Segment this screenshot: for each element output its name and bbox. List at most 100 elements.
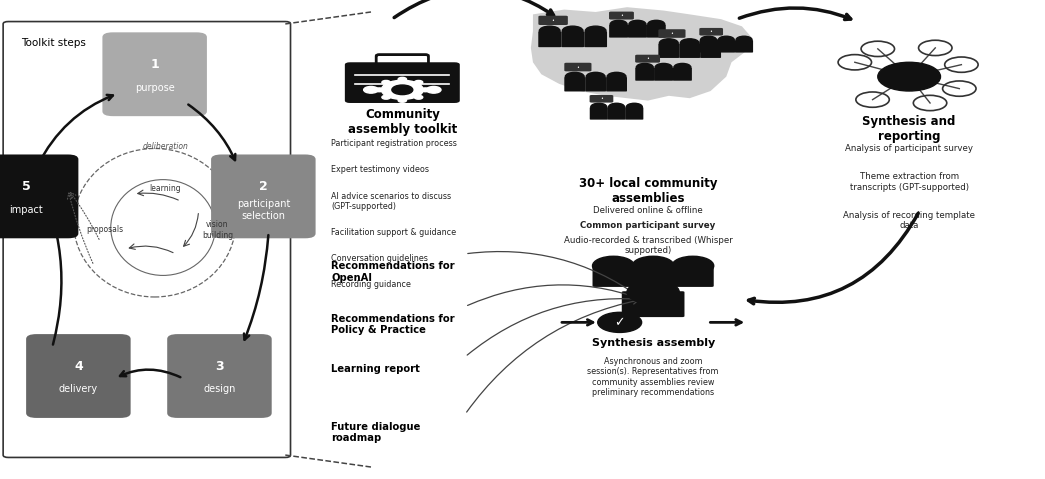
FancyBboxPatch shape: [564, 77, 585, 91]
Text: participant
selection: participant selection: [236, 199, 291, 221]
Circle shape: [598, 312, 642, 332]
Circle shape: [610, 20, 627, 28]
FancyBboxPatch shape: [632, 266, 674, 287]
Circle shape: [398, 99, 407, 103]
FancyBboxPatch shape: [658, 29, 686, 38]
Text: Analysis of recording template
data: Analysis of recording template data: [843, 211, 975, 230]
Circle shape: [585, 26, 606, 35]
Text: Analysis of participant survey: Analysis of participant survey: [845, 144, 973, 153]
FancyBboxPatch shape: [167, 334, 272, 418]
Text: Facilitation support & guidance: Facilitation support & guidance: [331, 228, 457, 237]
Text: •: •: [620, 13, 623, 18]
Text: purpose: purpose: [135, 83, 175, 92]
Circle shape: [718, 36, 735, 44]
Text: Audio-recorded & transcribed (Whisper
supported): Audio-recorded & transcribed (Whisper su…: [563, 236, 733, 255]
FancyBboxPatch shape: [609, 11, 634, 20]
Text: Conversation guidelines: Conversation guidelines: [331, 254, 428, 263]
Text: Synthesis and
reporting: Synthesis and reporting: [862, 115, 956, 143]
FancyBboxPatch shape: [589, 95, 613, 103]
FancyBboxPatch shape: [607, 107, 626, 120]
Text: Theme extraction from
transcripts (GPT-supported): Theme extraction from transcripts (GPT-s…: [850, 172, 969, 192]
Circle shape: [636, 63, 653, 71]
Text: 2: 2: [259, 180, 268, 194]
FancyBboxPatch shape: [700, 44, 721, 58]
FancyBboxPatch shape: [735, 40, 753, 53]
Circle shape: [381, 80, 423, 100]
FancyBboxPatch shape: [0, 155, 78, 239]
Circle shape: [381, 95, 390, 99]
FancyBboxPatch shape: [717, 40, 736, 53]
Polygon shape: [531, 7, 752, 101]
Circle shape: [421, 88, 429, 92]
Text: Expert testimony videos: Expert testimony videos: [331, 165, 429, 174]
FancyBboxPatch shape: [589, 107, 608, 120]
Text: Learning report: Learning report: [331, 364, 420, 374]
Text: •: •: [671, 31, 673, 36]
FancyBboxPatch shape: [3, 22, 291, 457]
Text: 30+ local community
assemblies: 30+ local community assemblies: [579, 177, 717, 205]
FancyBboxPatch shape: [658, 44, 679, 58]
Circle shape: [392, 85, 413, 95]
Circle shape: [415, 80, 423, 84]
Circle shape: [381, 80, 390, 84]
Text: •: •: [646, 56, 649, 61]
Circle shape: [659, 39, 678, 47]
Text: 4: 4: [74, 360, 83, 373]
Text: Community
assembly toolkit: Community assembly toolkit: [348, 108, 457, 136]
FancyBboxPatch shape: [609, 24, 628, 38]
Text: Recording guidance: Recording guidance: [331, 280, 411, 289]
Text: impact: impact: [9, 205, 43, 215]
FancyBboxPatch shape: [699, 40, 718, 53]
Text: Common participant survey: Common participant survey: [580, 221, 716, 230]
Text: •: •: [600, 96, 603, 101]
Text: delivery: delivery: [59, 385, 98, 394]
Circle shape: [375, 88, 384, 92]
Circle shape: [648, 20, 665, 28]
FancyBboxPatch shape: [635, 55, 660, 63]
Text: Recommendations for
OpenAI: Recommendations for OpenAI: [331, 261, 455, 283]
Text: Toolkit steps: Toolkit steps: [21, 38, 86, 48]
FancyBboxPatch shape: [211, 155, 316, 239]
Text: learning: learning: [149, 184, 181, 193]
FancyBboxPatch shape: [102, 33, 207, 116]
Text: •: •: [577, 65, 579, 69]
Circle shape: [607, 72, 626, 81]
FancyBboxPatch shape: [345, 62, 460, 103]
Circle shape: [627, 280, 679, 304]
Circle shape: [655, 63, 672, 71]
FancyBboxPatch shape: [538, 16, 567, 25]
FancyBboxPatch shape: [699, 28, 723, 35]
Text: 5: 5: [22, 180, 30, 194]
Text: Future dialogue
roadmap: Future dialogue roadmap: [331, 422, 421, 443]
FancyBboxPatch shape: [26, 334, 131, 418]
FancyBboxPatch shape: [679, 44, 700, 58]
FancyBboxPatch shape: [606, 77, 627, 91]
Text: ✓: ✓: [614, 316, 625, 329]
Text: Delivered online & offline: Delivered online & offline: [593, 206, 703, 215]
FancyBboxPatch shape: [672, 266, 714, 287]
FancyBboxPatch shape: [593, 266, 634, 287]
FancyBboxPatch shape: [564, 63, 591, 71]
Text: Asynchronous and zoom
session(s). Representatives from
community assemblies revi: Asynchronous and zoom session(s). Repres…: [587, 357, 719, 397]
Circle shape: [736, 36, 752, 44]
Text: AI advice scenarios to discuss
(GPT-supported): AI advice scenarios to discuss (GPT-supp…: [331, 192, 451, 211]
Circle shape: [672, 256, 714, 275]
Circle shape: [415, 95, 423, 99]
Circle shape: [398, 78, 407, 81]
FancyBboxPatch shape: [647, 24, 666, 38]
Circle shape: [629, 20, 646, 28]
Text: vision
building: vision building: [202, 220, 233, 240]
Circle shape: [701, 39, 720, 47]
Circle shape: [565, 72, 584, 81]
FancyBboxPatch shape: [654, 68, 673, 81]
Text: deliberation: deliberation: [142, 142, 188, 150]
FancyBboxPatch shape: [635, 68, 654, 81]
Circle shape: [586, 72, 605, 81]
Text: 1: 1: [150, 58, 159, 71]
Circle shape: [878, 62, 940, 91]
Circle shape: [608, 103, 625, 111]
Text: Recommendations for
Policy & Practice: Recommendations for Policy & Practice: [331, 314, 455, 335]
Circle shape: [590, 103, 607, 111]
FancyBboxPatch shape: [561, 32, 584, 47]
Text: design: design: [204, 385, 235, 394]
